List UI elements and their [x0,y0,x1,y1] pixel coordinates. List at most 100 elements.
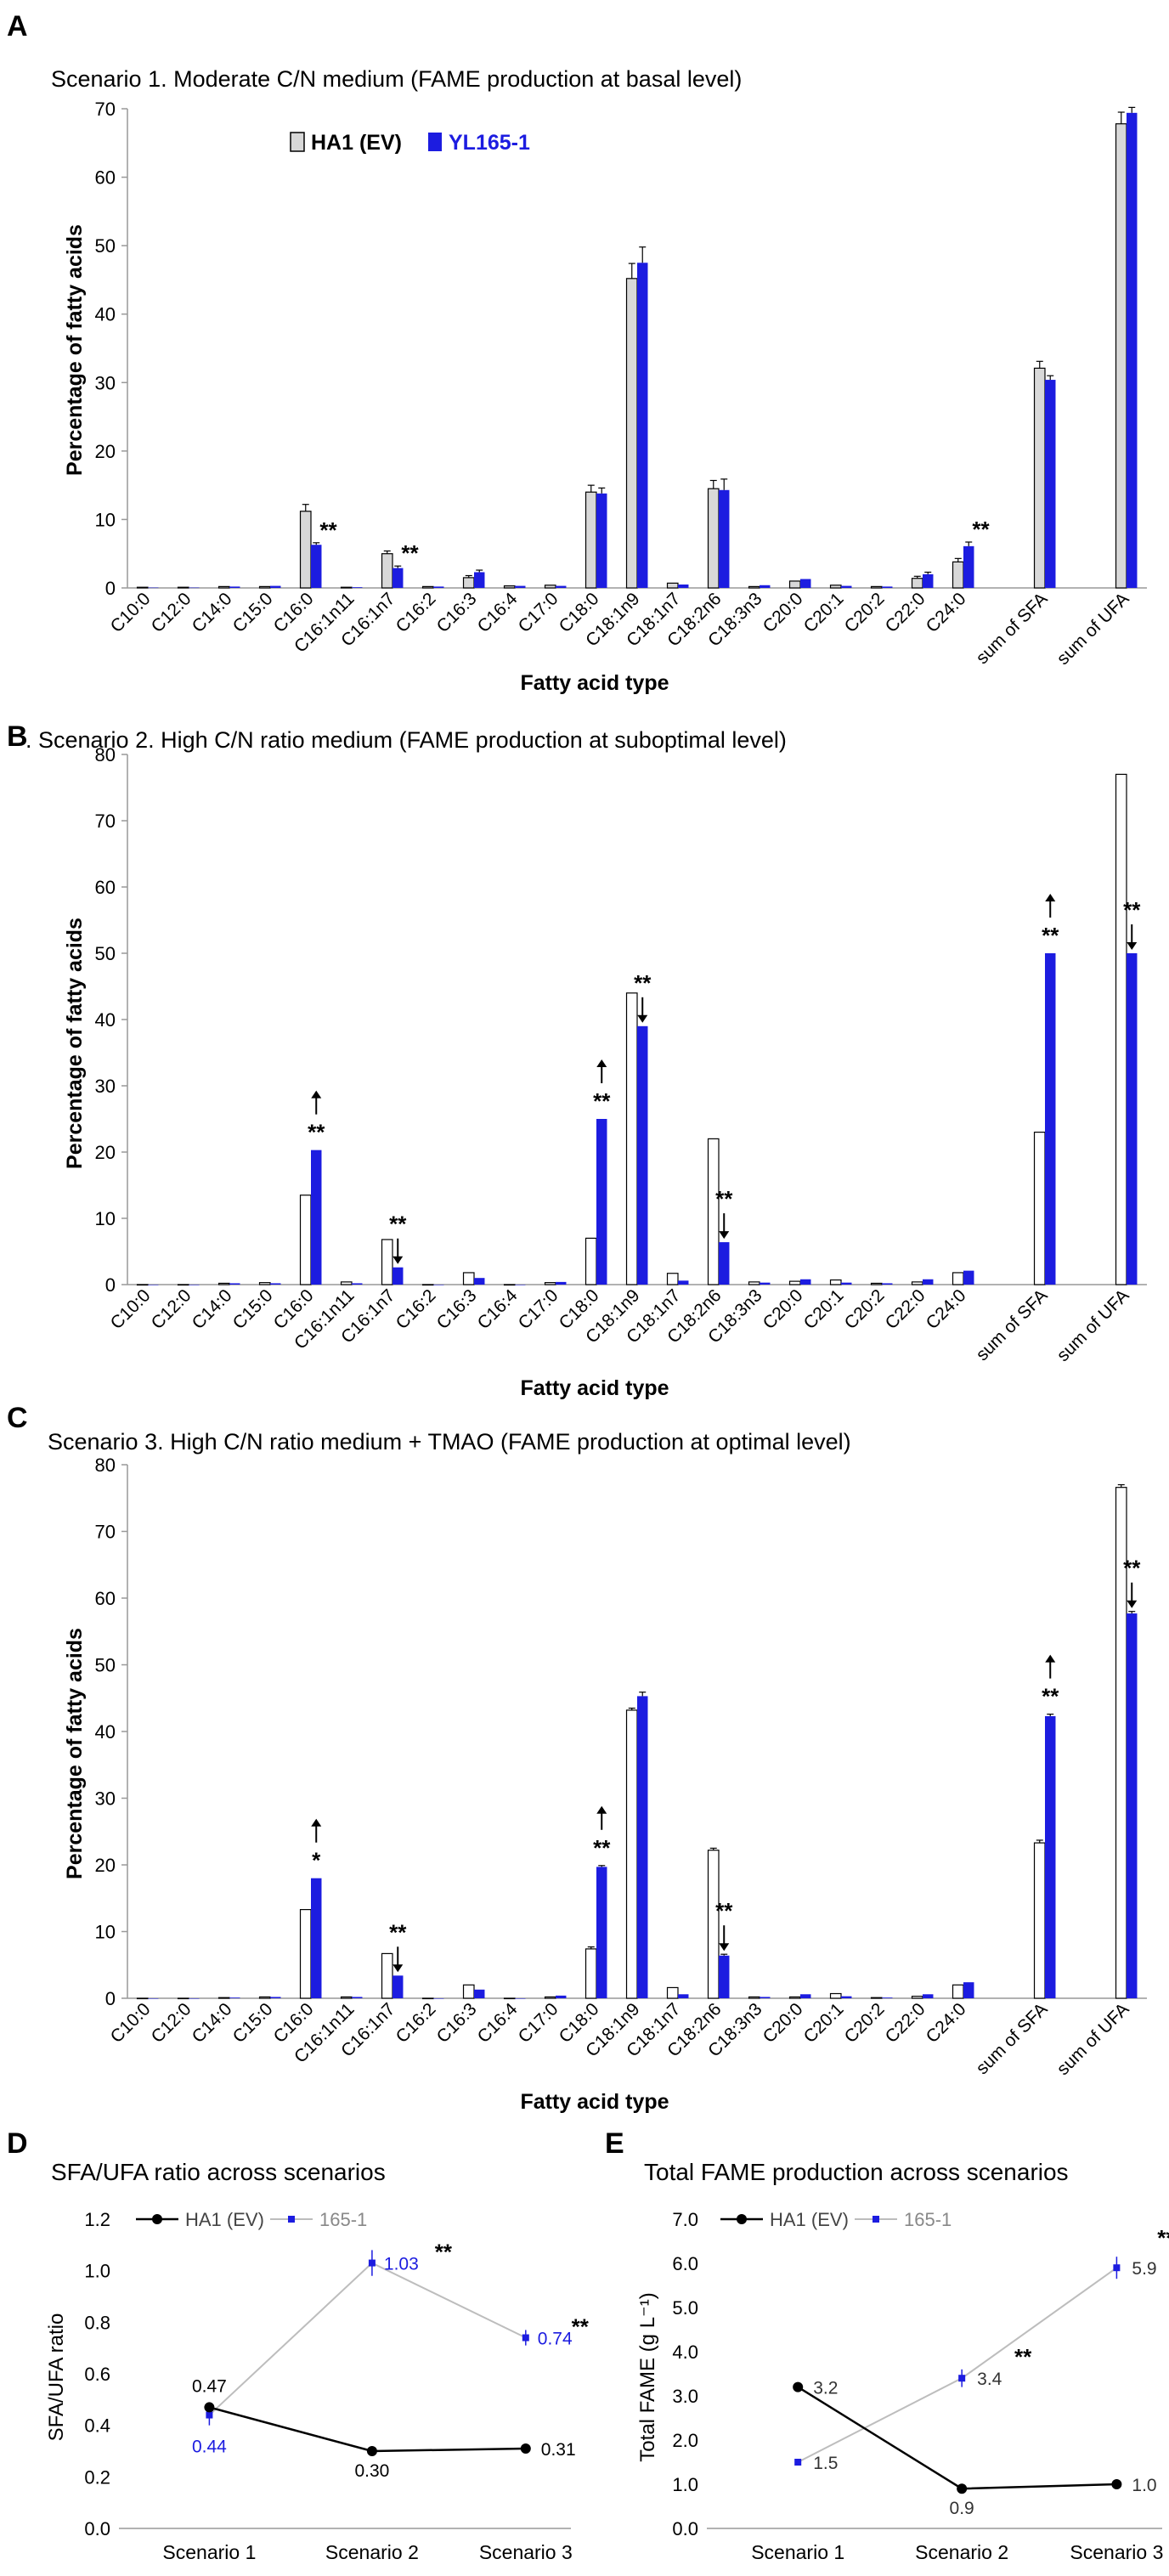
panel-c-bar-ev [707,1850,720,1999]
panel-c-bar-mut [1045,1715,1056,1998]
panel-e-ytick-label: 4.0 [672,2342,698,2363]
legend-d-mut-marker [288,2216,295,2223]
panel-b-down-arrow-head [719,1231,730,1240]
panel-b-bar-mut [392,1267,404,1285]
panel-b-bar-ev [1115,773,1127,1285]
panel-a-bar-mut [1045,380,1056,588]
panel-e-ylabel: Total FAME (g L⁻¹) [636,2292,659,2461]
panel-b-bar-ev [870,1282,883,1285]
panel-e-sig-mark: ** [1157,2225,1169,2251]
panel-a-bar-mut [800,579,811,588]
panel-b-ytick-label: 40 [95,1009,116,1031]
panel-c-xlabel: Fatty acid type [520,2090,669,2114]
panel-e-label-ev: 3.2 [813,2379,838,2398]
panel-c-bar-ev [625,1709,638,1999]
panel-c-bar-ev [503,1997,516,2000]
panel-d-label-ev: 0.30 [354,2461,389,2481]
panel-c-ytick-label: 20 [95,1855,116,1876]
panel-c-ytick-label: 60 [95,1588,116,1609]
panel-d-ytick-label: 1.2 [84,2209,110,2230]
panel-c-bar-ev [381,1952,393,1999]
panel-b-bar-ev [788,1280,801,1285]
panel-c-bar-mut [515,1998,526,1999]
panel-d-point-mut [522,2334,529,2342]
panel-b-ytick-label: 0 [105,1274,116,1296]
panel-b-bar-ev [748,1281,760,1285]
panel-b-bar-mut [596,1119,607,1285]
panel-e-point-mut [958,2375,966,2382]
panel-d-label-mut: 0.44 [192,2438,227,2457]
panel-a-bar-ev [748,585,760,589]
panel-a-bar-ev [544,585,556,589]
panel-c-sig-mark: ** [1123,1556,1141,1581]
panel-b-bar-mut [923,1279,934,1285]
panel-d-label-ev: 0.31 [541,2440,576,2460]
panel-e-ytick-label: 0.0 [672,2518,698,2539]
panel-c-title: Scenario 3. High C/N ratio medium + TMAO… [48,1429,851,1455]
panel-c-bar-mut [678,1994,689,1998]
panel-b-bar-ev [625,992,638,1285]
panel-c-bar-mut [963,1982,974,1998]
panel-c-bar-ev [584,1948,597,1999]
panel-a-bar-mut [556,585,567,588]
panel-b-sig-mark: ** [715,1186,733,1212]
panel-a-bar-ev [870,585,883,589]
panel-a-bar-mut [392,568,404,588]
panel-b-sig-mark: ** [1042,923,1059,948]
panel-c-bar-mut [189,1998,200,1999]
panel-c-sig-mark: ** [1042,1684,1059,1709]
panel-a-bar-mut [474,572,485,588]
panel-b-bar-mut [800,1279,811,1285]
panel-c-bar-ev [462,1984,475,1999]
panel-a-bar-ev [177,586,189,589]
panel-e-label-ev: 1.0 [1132,2476,1156,2495]
panel-b-bar-mut [760,1282,771,1285]
panel-d-ylabel: SFA/UFA ratio [45,2313,68,2442]
panel-b-bar-ev [666,1273,679,1285]
panel-d-title: SFA/UFA ratio across scenarios [51,2159,386,2185]
panel-c-bar-mut [637,1696,648,1998]
panel-a-bar-ev [952,561,964,589]
panel-c-bar-ev [829,1992,842,1999]
panel-a-bar-ev [217,585,230,589]
panel-a-title: Scenario 1. Moderate C/N medium (FAME pr… [51,66,742,92]
panel-b-sig-mark: ** [593,1088,611,1114]
panel-c-bar-ev [217,1997,230,1999]
panel-c-bar-ev [788,1996,801,1999]
panel-a-bar-ev [1115,123,1127,589]
panel-a-bar-ev [462,577,475,589]
panel-a-sig-mark: ** [319,517,337,543]
legend-a-ev-label: HA1 (EV) [311,131,402,155]
panel-b-bar-mut [963,1270,974,1285]
panel-b-bar-mut [229,1283,240,1285]
panel-c-bar-ev [177,1997,189,2000]
panel-a-bar-mut [596,493,607,588]
panel-c-ytick-label: 0 [105,1988,116,2009]
panel-a-bar-mut [352,587,363,588]
legend-e-mut-label: 165-1 [904,2209,952,2230]
panel-a-bar-mut [311,545,322,588]
panel-b-bar-mut [270,1283,281,1285]
panel-c-bar-mut [882,1997,893,1998]
panel-b-bar-ev [911,1281,923,1285]
panel-a-bar-mut [515,585,526,588]
panel-b-ytick-label: 30 [95,1076,116,1097]
panel-e-ytick-label: 6.0 [672,2253,698,2274]
panel-e-ytick-label: 1.0 [672,2474,698,2495]
panel-a-ytick-label: 0 [105,578,116,599]
panel-b-ytick-label: 10 [95,1208,116,1229]
panel-b-up-arrow-head [1045,894,1056,901]
panel-b-bar-ev [952,1272,964,1285]
panel-b-bar-ev [381,1239,393,1285]
panel-d-point-ev [204,2402,215,2413]
panel-a-bar-mut [148,587,159,589]
panel-b-bar-ev [584,1237,597,1285]
panel-a-bar-ev [666,582,679,589]
legend-d-mut-label: 165-1 [319,2209,367,2230]
panel-a-ytick-label: 50 [95,235,116,257]
panel-d-point-mut [368,2259,376,2267]
panel-a-bar-mut [678,584,689,588]
panel-d-ytick-label: 0.8 [84,2312,110,2333]
panel-b-bar-mut [474,1278,485,1285]
